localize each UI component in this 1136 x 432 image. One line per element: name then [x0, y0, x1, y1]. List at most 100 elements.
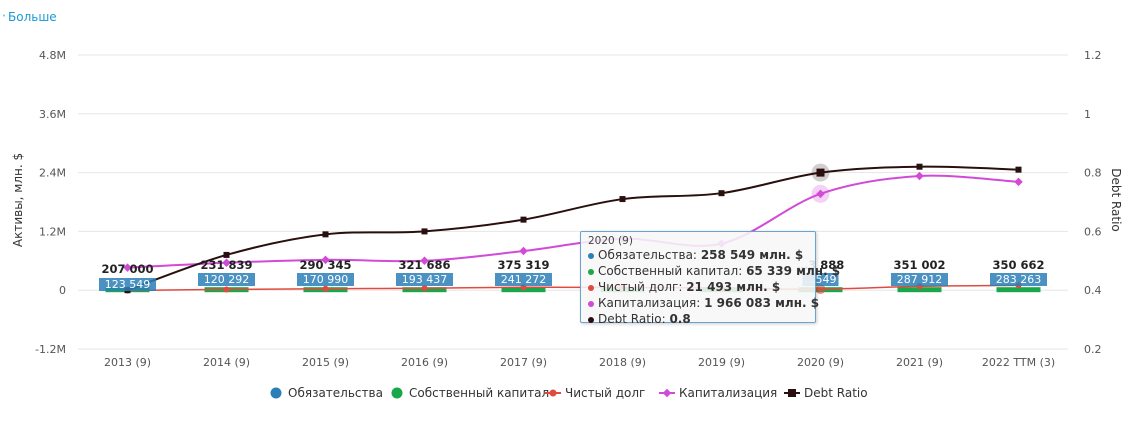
net-debt-dot-icon: [588, 284, 594, 291]
tooltip-row-net-debt: Чистый долг: 21 493 млн. $: [588, 280, 780, 294]
point-debt-ratio: [816, 168, 825, 177]
y-tick-label: -1.2M: [35, 343, 66, 356]
data-label-liabilities: 350 662: [992, 258, 1044, 272]
point-market-cap: [1014, 177, 1023, 187]
data-label-liabilities: 207 000: [101, 262, 153, 276]
x-tick-label: 2021 (9): [896, 356, 943, 369]
x-tick-label: 2017 (9): [500, 356, 547, 369]
tooltip-value: 0.8: [669, 312, 691, 326]
y-tick-label: 2.4M: [39, 167, 66, 180]
point-market-cap: [321, 255, 330, 265]
data-label-box-equity: [297, 273, 354, 286]
point-market-cap: [519, 246, 528, 256]
data-label-box-equity: [396, 273, 453, 286]
point-net-debt: [815, 284, 826, 295]
y-tick-label: 3.6M: [39, 108, 66, 121]
data-label-equity: 287 912: [897, 273, 943, 286]
tooltip-label: Собственный капитал:: [598, 264, 743, 278]
legend-item: Собственный капитал: [409, 386, 549, 400]
tooltip-row-equity: Собственный капитал: 65 339 млн. $: [588, 264, 840, 278]
y-tick-label: 1.2M: [39, 225, 66, 238]
tooltip: 2020 (9) Обязательства: 258 549 млн. $ С…: [580, 231, 840, 326]
y-axis-title: Активы, млн. $: [11, 153, 25, 247]
point-debt-ratio: [1015, 166, 1022, 173]
tooltip-row-liabilities: Обязательства: 258 549 млн. $: [588, 248, 803, 262]
x-tick-label: 2014 (9): [203, 356, 250, 369]
legend-marker-icon: [549, 389, 557, 397]
data-label-equity: 193 437: [402, 273, 448, 286]
y2-tick-label: 1.2: [1084, 49, 1102, 62]
bar-equity: [996, 287, 1041, 293]
point-debt-ratio: [322, 231, 329, 238]
x-tick-label: 2013 (9): [104, 356, 151, 369]
legend-marker-icon: [270, 387, 282, 399]
series-line-net-debt: [127, 284, 1019, 292]
point-market-cap: [123, 263, 132, 272]
tooltip-value: 65 339 млн. $: [746, 264, 841, 278]
series-line-market-cap: [127, 174, 1019, 269]
point-market-cap: [420, 256, 429, 266]
x-tick-label: 2022 TTM (3): [982, 356, 1055, 369]
x-tick-label: 2020 (9): [797, 356, 844, 369]
legend-marker-icon: [391, 387, 403, 399]
y-tick-label: 0: [59, 284, 66, 297]
tooltip-value: 258 549 млн. $: [700, 248, 804, 262]
y-tick-label: 4.8M: [39, 49, 66, 62]
legend-marker-icon: [662, 388, 672, 398]
y2-tick-label: 0.8: [1084, 167, 1102, 180]
legend-item: Чистый долг: [565, 386, 645, 400]
data-label-liabilities: 351 002: [893, 258, 945, 272]
debt-ratio-dot-icon: [588, 316, 594, 323]
data-label-liabilities: 290 345: [299, 258, 351, 272]
point-market-cap: [222, 258, 231, 268]
y2-tick-label: 0.2: [1084, 343, 1102, 356]
point-debt-ratio: [718, 190, 725, 197]
tooltip-value: 1 966 083 млн. $: [704, 296, 820, 310]
data-label-box-equity: [198, 273, 255, 286]
point-net-debt: [322, 285, 329, 292]
bar-equity: [897, 287, 942, 293]
data-label-equity: 241 272: [501, 273, 547, 286]
data-label-equity: 283 263: [996, 273, 1042, 286]
legend-item: Обязательства: [288, 386, 383, 400]
x-tick-label: 2016 (9): [401, 356, 448, 369]
x-tick-label: 2015 (9): [302, 356, 349, 369]
data-label-liabilities: 375 319: [497, 258, 549, 272]
series-line-debt-ratio: [127, 165, 1019, 292]
data-label-liabilities: 321 686: [398, 258, 450, 272]
data-label-box-equity: [891, 273, 948, 286]
point-net-debt: [421, 285, 428, 292]
point-debt-ratio: [421, 228, 428, 235]
x-tick-label: 2019 (9): [698, 356, 745, 369]
point-debt-ratio: [916, 163, 923, 170]
point-debt-ratio: [619, 196, 626, 203]
tooltip-label: Обязательства:: [598, 248, 697, 262]
y2-tick-label: 0.6: [1084, 225, 1102, 238]
data-label-box-equity: [495, 273, 552, 286]
tooltip-row-market-cap: Капитализация: 1 966 083 млн. $: [588, 296, 819, 310]
data-label-equity: 120 292: [204, 273, 250, 286]
legend-marker-icon: [788, 389, 796, 397]
data-label-box-equity: [990, 273, 1047, 286]
more-link[interactable]: ˅ Больше: [2, 10, 57, 24]
y2-tick-label: 0.4: [1084, 284, 1102, 297]
market-cap-dot-icon: [588, 300, 594, 307]
data-label-liabilities: 231 839: [200, 258, 252, 272]
tooltip-label: Чистый долг:: [598, 280, 683, 294]
data-label-equity: 123 549: [105, 278, 151, 291]
y2-tick-label: 1: [1084, 108, 1091, 121]
tooltip-label: Капитализация:: [598, 296, 701, 310]
point-net-debt: [223, 286, 230, 293]
chevron-down-icon: ˅: [2, 14, 6, 23]
x-tick-label: 2018 (9): [599, 356, 646, 369]
equity-dot-icon: [588, 268, 594, 275]
point-debt-ratio: [223, 251, 230, 258]
y2-axis-title: Debt Ratio: [1109, 168, 1123, 232]
data-label-box-equity: [99, 278, 156, 291]
more-label: Больше: [8, 10, 57, 24]
data-label-equity: 170 990: [303, 273, 349, 286]
legend-item: Капитализация: [679, 386, 777, 400]
tooltip-label: Debt Ratio:: [598, 312, 666, 326]
tooltip-value: 21 493 млн. $: [686, 280, 781, 294]
